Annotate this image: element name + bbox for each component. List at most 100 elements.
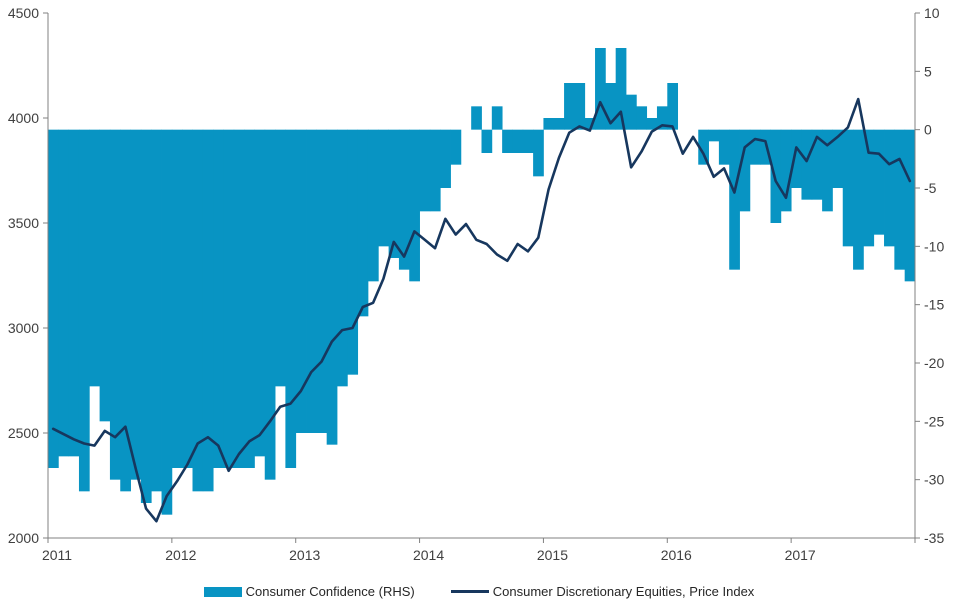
- consumer-confidence-bar: [522, 129, 534, 153]
- consumer-confidence-bar: [326, 129, 338, 445]
- price-index-line: [51, 97, 912, 523]
- consumer-confidence-bar: [337, 129, 348, 387]
- left-axis-tick-label: 4000: [8, 110, 39, 126]
- right-axis-tick-label: -20: [924, 355, 944, 371]
- consumer-confidence-bar: [626, 94, 637, 130]
- consumer-confidence-bar: [202, 129, 214, 492]
- consumer-confidence-bar: [832, 129, 844, 188]
- consumer-confidence-bar: [667, 83, 679, 130]
- legend: Consumer Confidence (RHS) Consumer Discr…: [0, 584, 958, 599]
- bar-swatch-icon: [203, 586, 242, 597]
- line-swatch-icon: [450, 590, 489, 593]
- consumer-confidence-bar: [99, 129, 111, 422]
- consumer-confidence-bar: [884, 129, 895, 247]
- consumer-confidence-bar: [894, 129, 906, 270]
- consumer-confidence-bar: [120, 129, 131, 492]
- consumer-confidence-bar: [347, 129, 359, 375]
- consumer-confidence-bar: [254, 129, 266, 457]
- consumer-confidence-bar: [471, 106, 482, 130]
- consumer-confidence-bar: [770, 129, 782, 223]
- consumer-confidence-bar: [863, 129, 875, 247]
- consumer-confidence-bar: [223, 129, 235, 469]
- consumer-confidence-bar: [904, 129, 916, 282]
- consumer-confidence-bar: [295, 129, 307, 434]
- x-axis-year-label: 2017: [785, 547, 816, 563]
- consumer-confidence-bar: [698, 129, 709, 165]
- x-axis-year-label: 2013: [289, 547, 320, 563]
- consumer-confidence-bar: [780, 129, 792, 212]
- consumer-confidence-bar: [749, 129, 761, 165]
- consumer-confidence-bar: [481, 129, 493, 153]
- consumer-confidence-bar: [718, 129, 730, 165]
- left-axis-tick-label: 3000: [8, 320, 39, 336]
- consumer-confidence-bar: [450, 129, 462, 165]
- consumer-confidence-bar: [140, 129, 152, 504]
- right-axis-tick-label: -10: [924, 238, 944, 254]
- consumer-confidence-bar: [357, 129, 369, 317]
- consumer-confidence-bar: [842, 129, 854, 247]
- x-axis-year-label: 2011: [42, 547, 72, 563]
- right-axis-tick-label: 10: [924, 5, 940, 21]
- right-axis-tick-label: 0: [924, 122, 932, 138]
- consumer-confidence-bar: [89, 129, 101, 387]
- consumer-confidence-bar: [264, 129, 276, 480]
- consumer-confidence-bar: [285, 129, 297, 469]
- consumer-confidence-bar: [429, 129, 441, 212]
- x-axis-year-label: 2016: [661, 547, 692, 563]
- consumer-confidence-bar: [502, 129, 513, 153]
- consumer-confidence-bar: [533, 129, 544, 177]
- consumer-confidence-bar: [109, 129, 121, 480]
- consumer-confidence-bar: [233, 129, 245, 469]
- consumer-confidence-bar: [68, 129, 80, 457]
- consumer-confidence-bar: [853, 129, 864, 270]
- consumer-confidence-bar: [409, 129, 420, 282]
- consumer-confidence-bar: [656, 106, 668, 130]
- x-axis-year-label: 2012: [165, 547, 196, 563]
- consumer-confidence-bar: [58, 129, 70, 457]
- consumer-confidence-bar: [873, 129, 885, 235]
- consumer-confidence-bar: [574, 83, 586, 130]
- right-axis-tick-label: -35: [924, 530, 944, 546]
- consumer-confidence-bar: [801, 129, 813, 200]
- consumer-confidence-bar: [367, 129, 379, 282]
- consumer-confidence-bar: [646, 118, 658, 130]
- consumer-confidence-bar: [605, 83, 617, 130]
- consumer-confidence-bar: [316, 129, 328, 434]
- consumer-confidence-bar: [306, 129, 317, 434]
- consumer-confidence-bar: [378, 129, 390, 247]
- consumer-confidence-bar: [213, 129, 224, 469]
- right-axis-tick-label: -25: [924, 413, 944, 429]
- consumer-confidence-bar: [130, 129, 142, 480]
- consumer-confidence-bar: [553, 118, 565, 130]
- consumer-confidence-bar: [161, 129, 173, 515]
- consumer-confidence-bar: [151, 129, 162, 492]
- consumer-confidence-bar: [182, 129, 193, 469]
- consumer-confidence-bar: [791, 129, 802, 188]
- consumer-confidence-bar: [491, 106, 503, 130]
- consumer-confidence-bar: [822, 129, 833, 212]
- consumer-confidence-bar: [739, 129, 751, 212]
- left-axis-tick-label: 4500: [8, 5, 39, 21]
- consumer-confidence-bar: [615, 48, 627, 130]
- legend-label-price-index: Consumer Discretionary Equities, Price I…: [492, 584, 755, 599]
- consumer-confidence-bar: [595, 48, 606, 130]
- consumer-confidence-bar: [244, 129, 255, 469]
- consumer-confidence-bar: [543, 118, 555, 130]
- consumer-confidence-bar: [48, 129, 59, 469]
- right-axis-tick-label: -5: [924, 180, 937, 196]
- consumer-confidence-bar: [729, 129, 740, 270]
- right-axis-tick-label: -30: [924, 472, 944, 488]
- left-axis-tick-label: 3500: [8, 215, 39, 231]
- consumer-confidence-bar: [275, 129, 286, 387]
- consumer-confidence-bar: [636, 106, 648, 130]
- x-axis-year-label: 2015: [537, 547, 568, 563]
- consumer-confidence-bar: [760, 129, 771, 165]
- consumer-confidence-bar: [419, 129, 431, 212]
- consumer-confidence-bar: [811, 129, 823, 200]
- consumer-confidence-bar: [564, 83, 575, 130]
- left-axis-tick-label: 2500: [8, 425, 39, 441]
- right-axis-tick-label: -15: [924, 297, 944, 313]
- consumer-confidence-bar: [440, 129, 451, 188]
- x-axis-year-label: 2014: [413, 547, 444, 563]
